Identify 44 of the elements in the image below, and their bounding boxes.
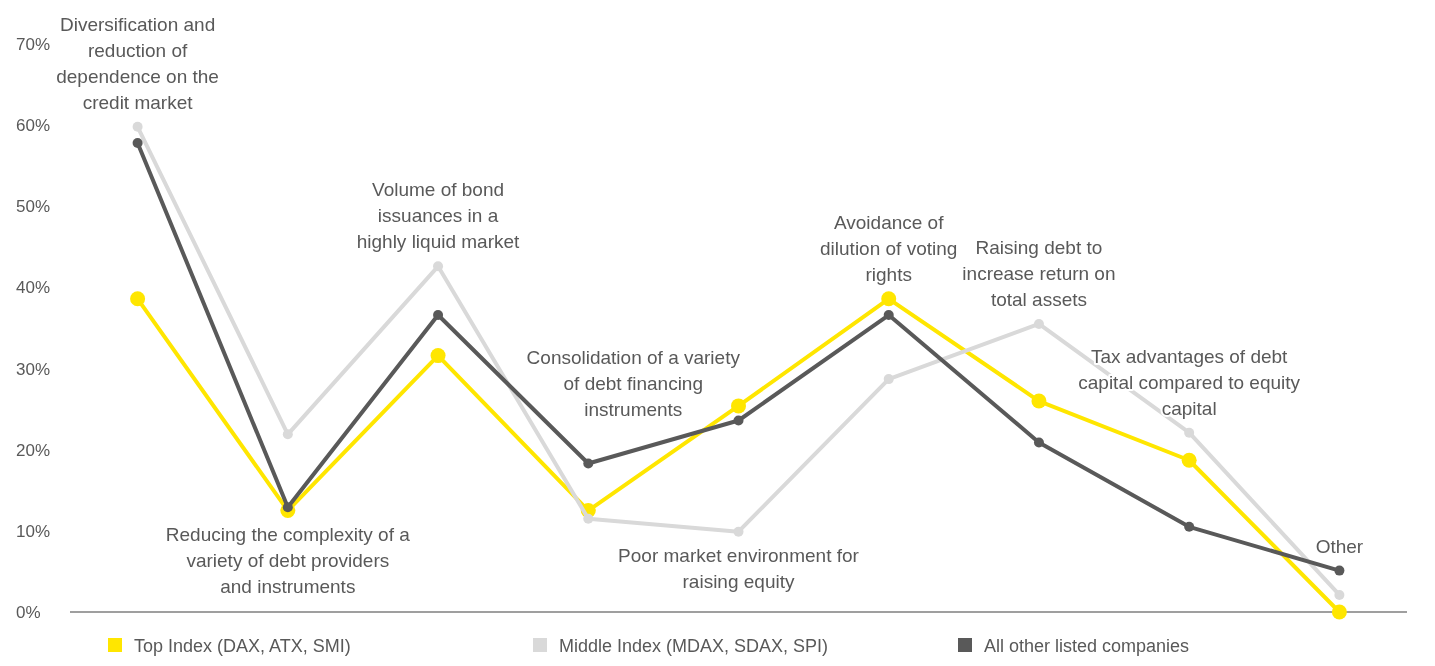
point (1181, 452, 1197, 468)
y-tick-label: 0% (16, 602, 41, 622)
x-tick-label: Avoidance of dilution of voting rights (820, 211, 958, 285)
x-tick-label: Raising debt to increase return on total assets (962, 236, 1116, 310)
x-tick-label: Tax advantages of debt capital compared to equity capital (1078, 345, 1301, 419)
point (583, 458, 594, 469)
point (282, 429, 293, 440)
point (1184, 521, 1195, 532)
x-tick-label: Diversification and reduction of dependence on the credit market (56, 13, 219, 113)
point (1331, 604, 1347, 620)
y-tick-label: 60% (16, 116, 51, 136)
point (1033, 318, 1044, 329)
point (883, 374, 894, 385)
point (733, 526, 744, 537)
y-tick-label: 30% (16, 359, 51, 379)
x-tick-label: Poor market environment for raising equity (618, 544, 860, 592)
point (881, 291, 897, 307)
legend-label: Top Index (DAX, ATX, SMI) (134, 636, 351, 657)
x-tick-label: Volume of bond issuances in a highly liquid market (356, 179, 521, 253)
x-tick-label: Reducing the complexity of a variety of debt providers and instruments (165, 523, 411, 597)
point (733, 415, 744, 426)
point (1033, 437, 1044, 448)
legend-label: Middle Index (MDAX, SDAX, SPI) (559, 636, 829, 657)
point (430, 348, 446, 364)
point (1184, 427, 1195, 438)
point (1334, 589, 1345, 600)
y-tick-label: 40% (16, 278, 51, 298)
y-tick-label: 70% (16, 34, 51, 54)
point (132, 137, 143, 148)
point (883, 310, 894, 321)
point (583, 513, 594, 524)
point (433, 261, 444, 272)
y-tick-label: 10% (16, 521, 51, 541)
point (433, 310, 444, 321)
x-tick-label: Consolidation of a variety of debt financing instruments (526, 346, 741, 420)
y-tick-label: 20% (16, 440, 51, 460)
point (1334, 565, 1345, 576)
point (132, 121, 143, 132)
point (1031, 393, 1047, 409)
point (130, 291, 146, 307)
x-tick-label: Other (1315, 535, 1364, 557)
y-tick-label: 50% (16, 197, 51, 217)
legend-label: All other listed companies (984, 636, 1190, 657)
point (731, 398, 746, 414)
